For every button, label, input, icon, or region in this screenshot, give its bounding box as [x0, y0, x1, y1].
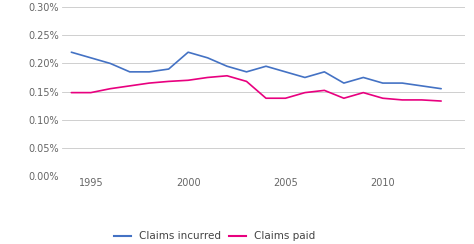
Claims paid: [302, 91, 308, 94]
Claims paid: [88, 91, 94, 94]
Claims incurred: [205, 56, 210, 59]
Claims incurred: [244, 70, 249, 73]
Claims incurred: [400, 81, 405, 84]
Claims incurred: [321, 70, 327, 73]
Claims incurred: [302, 76, 308, 79]
Claims paid: [166, 80, 172, 83]
Claims incurred: [69, 51, 74, 54]
Claims incurred: [263, 65, 269, 68]
Claims incurred: [108, 62, 113, 65]
Claims paid: [341, 97, 346, 100]
Claims incurred: [146, 70, 152, 73]
Claims incurred: [380, 81, 386, 84]
Claims paid: [263, 97, 269, 100]
Claims incurred: [185, 51, 191, 54]
Claims paid: [69, 91, 74, 94]
Claims paid: [224, 74, 230, 77]
Claims paid: [205, 76, 210, 79]
Claims paid: [321, 89, 327, 92]
Line: Claims paid: Claims paid: [72, 76, 441, 101]
Claims paid: [438, 100, 444, 102]
Claims incurred: [419, 84, 425, 87]
Claims paid: [380, 97, 386, 100]
Claims paid: [283, 97, 288, 100]
Claims paid: [400, 98, 405, 102]
Claims paid: [127, 84, 133, 87]
Claims incurred: [341, 81, 346, 84]
Claims paid: [360, 91, 366, 94]
Claims paid: [244, 80, 249, 83]
Claims incurred: [127, 70, 133, 73]
Claims paid: [108, 87, 113, 90]
Claims paid: [146, 81, 152, 84]
Claims paid: [419, 98, 425, 102]
Claims incurred: [438, 87, 444, 90]
Claims incurred: [283, 70, 288, 73]
Claims paid: [185, 79, 191, 82]
Line: Claims incurred: Claims incurred: [72, 52, 441, 89]
Claims incurred: [166, 68, 172, 71]
Claims incurred: [88, 56, 94, 59]
Claims incurred: [224, 65, 230, 68]
Legend: Claims incurred, Claims paid: Claims incurred, Claims paid: [114, 231, 316, 241]
Claims incurred: [360, 76, 366, 79]
